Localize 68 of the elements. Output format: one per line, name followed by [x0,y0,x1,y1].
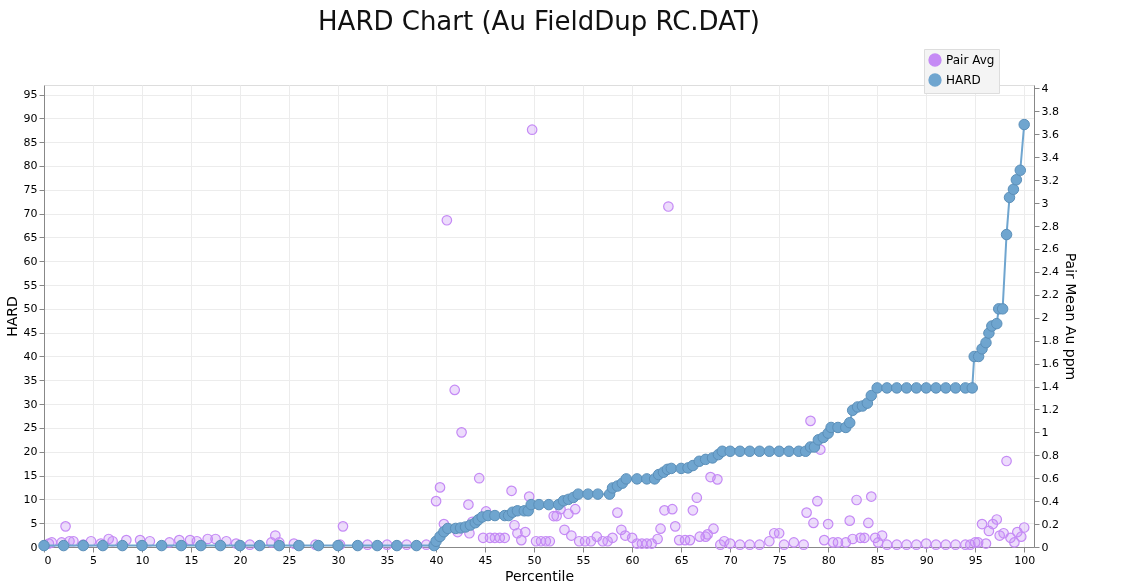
x-tick-label: 15 [184,553,199,567]
x-tick-label: 75 [772,553,787,567]
y-tick-label: 45 [23,326,38,340]
x-tick-label: 10 [135,553,150,567]
y2-tick-label: 0 [1041,540,1049,554]
y-tick-label: 0 [30,540,38,554]
y-tick-label: 75 [23,183,38,197]
y-tick-label: 55 [23,278,38,292]
x-tick-label: 95 [968,553,983,567]
y-tick-label: 90 [23,111,38,125]
y-tick-label: 95 [23,88,38,102]
y2-tick-label: 3.2 [1041,173,1059,187]
y2-tick-label: 2.4 [1041,265,1059,279]
x-tick-label: 60 [625,553,640,567]
y-tick-label: 40 [23,349,38,363]
y-tick-label: 65 [23,230,38,244]
x-axis-title: Percentile [504,567,575,584]
y-tick-label: 25 [23,421,38,435]
y2-tick-label: 0.6 [1041,471,1059,485]
y-tick-label: 5 [30,516,38,530]
x-tick-label: 45 [478,553,493,567]
y2-tick-label: 1.8 [1041,334,1059,348]
y-tick-label: 35 [23,373,38,387]
x-tick-label: 55 [576,553,591,567]
y2-tick-label: 1 [1041,425,1049,439]
x-tick-label: 90 [919,553,934,567]
legend-label: HARD [946,73,981,87]
y2-tick-label: 2 [1041,311,1049,325]
x-tick-label: 5 [90,553,98,567]
x-tick-label: 80 [821,553,836,567]
y2-axis-title: Pair Mean Au ppm [1062,252,1079,381]
y2-tick-label: 1.6 [1041,357,1059,371]
y2-tick-label: 3.4 [1041,150,1059,164]
x-tick-label: 25 [282,553,297,567]
x-tick-label: 20 [233,553,248,567]
chart-title: HARD Chart (Au FieldDup RC.DAT) [318,5,760,36]
y-axis-title: HARD [3,296,20,337]
y2-tick-label: 1.4 [1041,380,1059,393]
x-tick-label: 85 [870,553,885,567]
y-tick-label: 80 [23,159,38,173]
y-tick-label: 85 [23,135,38,149]
y2-tick-label: 4 [1041,81,1049,95]
y2-tick-label: 2.8 [1041,219,1059,233]
y2-tick-label: 3 [1041,196,1049,210]
y2-tick-label: 0.2 [1041,517,1059,531]
y-tick-label: 50 [23,302,38,316]
x-tick-label: 70 [723,553,738,567]
y2-tick-label: 0.8 [1041,448,1059,462]
y-tick-label: 20 [23,445,38,459]
x-tick-label: 65 [674,553,689,567]
x-tick-label: 35 [380,553,395,567]
x-tick-label: 0 [44,553,52,567]
y-tick-label: 15 [23,469,38,483]
y2-tick-label: 0.4 [1041,494,1059,508]
x-tick-label: 40 [429,553,444,567]
legend-label: Pair Avg [946,53,995,67]
y-tick-label: 30 [23,397,38,411]
y-tick-label: 10 [23,492,38,506]
y2-tick-label: 1.2 [1041,402,1059,416]
y2-tick-label: 2.6 [1041,242,1059,256]
y2-tick-label: 2.2 [1041,288,1059,302]
y-tick-label: 60 [23,254,38,268]
x-tick-label: 100 [1014,553,1036,567]
y-tick-label: 70 [23,207,38,221]
y2-tick-label: 3.6 [1041,127,1059,141]
y2-tick-label: 3.8 [1041,104,1059,118]
x-tick-label: 30 [331,553,346,567]
x-tick-label: 50 [527,553,542,567]
